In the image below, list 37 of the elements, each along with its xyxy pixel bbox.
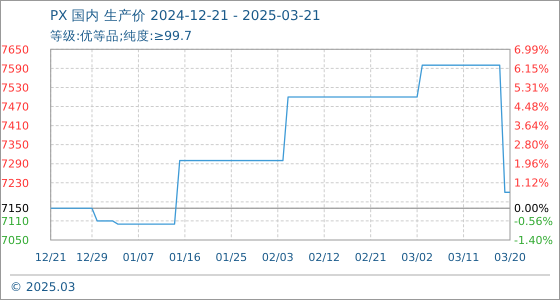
line-series — [50, 64, 511, 225]
y2-tick-label: -1.40% — [514, 234, 553, 247]
y-tick-label: 7410 — [1, 120, 29, 133]
y-tick-label: 7650 — [1, 43, 29, 56]
x-tick-label: 03/02 — [401, 251, 433, 264]
y2-tick-label: 1.12% — [514, 176, 549, 190]
x-tick-label: 01/07 — [122, 251, 154, 264]
y-tick-label: 7470 — [1, 100, 29, 114]
y-tick-label: 7290 — [1, 158, 29, 171]
y2-tick-label: 5.31% — [514, 81, 549, 94]
x-tick-label: 03/11 — [448, 251, 480, 264]
y2-tick-label: 4.48% — [514, 100, 549, 114]
x-tick-label: 03/20 — [494, 251, 526, 264]
y-tick-label: 7590 — [1, 62, 29, 76]
y-tick-label: 7110 — [1, 214, 29, 228]
x-tick-label: 02/12 — [308, 251, 340, 264]
y2-tick-label: 6.99% — [514, 43, 549, 56]
x-tick-label: 01/25 — [215, 251, 248, 264]
x-tick-label: 12/21 — [34, 251, 67, 264]
y-tick-label: 7150 — [1, 202, 29, 216]
x-tick-label: 01/16 — [169, 251, 201, 264]
chart-title: PX 国内 生产价 2024-12-21 - 2025-03-21 — [50, 8, 321, 24]
y-tick-label: 7530 — [1, 81, 29, 94]
y2-tick-label: -0.56% — [514, 214, 553, 228]
x-tick-label: 02/21 — [354, 251, 387, 264]
y-tick-label: 7230 — [1, 176, 29, 190]
y-tick-label: 7350 — [1, 138, 29, 152]
y2-tick-label: 2.80% — [514, 138, 549, 152]
text: © 2025.03 — [10, 280, 76, 294]
x-tick-label: 12/29 — [76, 251, 108, 264]
y2-tick-label: 3.64% — [514, 119, 549, 132]
y2-tick-label: 1.96% — [514, 158, 549, 171]
y2-tick-label: 0.00% — [514, 202, 549, 216]
y-tick-label: 7050 — [1, 234, 29, 247]
chart-subtitle: 等级:优等品;纯度:≥99.7 — [50, 28, 192, 43]
y2-tick-label: 6.15% — [514, 62, 549, 76]
x-tick-label: 02/03 — [262, 251, 294, 264]
